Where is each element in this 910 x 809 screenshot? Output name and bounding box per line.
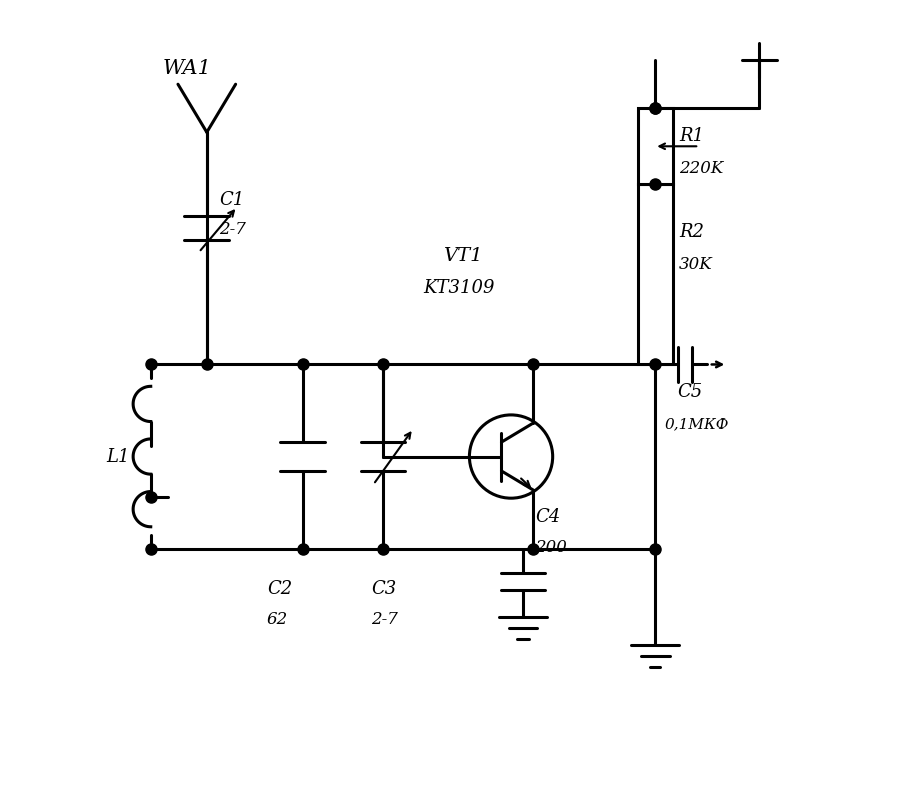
Text: R2: R2 <box>679 223 704 241</box>
Text: L1: L1 <box>106 447 130 465</box>
Text: C5: C5 <box>678 383 703 401</box>
Text: 30K: 30K <box>679 256 713 273</box>
Bar <box>638 108 672 184</box>
Text: WA1: WA1 <box>163 59 212 78</box>
Text: 200: 200 <box>535 539 567 556</box>
Text: 2-7: 2-7 <box>371 611 398 628</box>
Text: C1: C1 <box>218 192 244 210</box>
Text: VT1: VT1 <box>443 248 482 265</box>
Text: 2-7: 2-7 <box>218 222 246 239</box>
Text: C4: C4 <box>535 507 561 526</box>
Bar <box>638 184 672 365</box>
Text: 0,1МКФ: 0,1МКФ <box>665 417 729 431</box>
Text: C3: C3 <box>371 580 396 598</box>
Text: KT3109: KT3109 <box>423 279 494 298</box>
Text: 62: 62 <box>267 611 288 628</box>
Text: R1: R1 <box>679 127 704 146</box>
Text: C2: C2 <box>267 580 292 598</box>
Text: 220K: 220K <box>679 160 723 177</box>
